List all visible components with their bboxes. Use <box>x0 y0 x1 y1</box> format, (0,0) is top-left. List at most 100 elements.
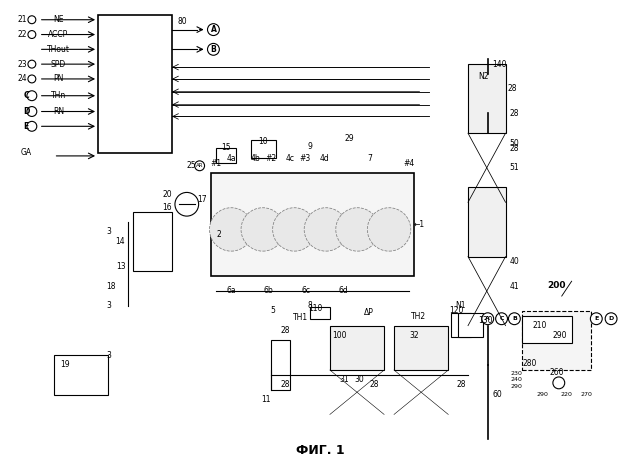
Circle shape <box>553 377 564 389</box>
Text: 20: 20 <box>163 190 172 199</box>
Text: 3: 3 <box>106 302 111 310</box>
Text: 4c: 4c <box>286 154 295 163</box>
Text: 210: 210 <box>532 321 547 330</box>
Text: 10: 10 <box>258 137 268 146</box>
Bar <box>211 173 413 276</box>
Bar <box>522 316 572 343</box>
Text: 50: 50 <box>509 139 519 148</box>
Text: 24: 24 <box>17 74 27 84</box>
Text: 130: 130 <box>478 316 492 325</box>
Text: 31: 31 <box>340 375 349 384</box>
Text: 29: 29 <box>345 134 355 143</box>
Text: AR: AR <box>196 163 204 168</box>
Text: 11: 11 <box>261 395 271 404</box>
Circle shape <box>209 208 253 251</box>
Circle shape <box>336 208 380 251</box>
Text: A: A <box>485 316 490 321</box>
Text: 30: 30 <box>355 375 364 384</box>
Text: #1: #1 <box>211 159 222 168</box>
Text: #3: #3 <box>300 154 311 163</box>
Text: SPD: SPD <box>51 60 66 69</box>
Text: THn: THn <box>51 91 66 100</box>
Text: C: C <box>499 316 504 321</box>
Text: 2: 2 <box>216 230 221 239</box>
Circle shape <box>28 60 36 68</box>
Text: 9: 9 <box>308 142 312 151</box>
Bar <box>310 307 330 319</box>
Text: GA: GA <box>20 148 31 157</box>
Text: 40: 40 <box>509 257 519 266</box>
Circle shape <box>27 91 36 101</box>
Text: 28: 28 <box>280 381 290 389</box>
Text: D: D <box>23 107 29 116</box>
Text: 4a: 4a <box>227 154 236 163</box>
Text: #4: #4 <box>403 159 415 168</box>
Bar <box>132 212 172 271</box>
Bar <box>394 325 448 370</box>
Text: 7: 7 <box>367 154 372 163</box>
Text: RN: RN <box>53 107 64 116</box>
Text: 110: 110 <box>308 304 323 313</box>
Bar <box>54 355 108 395</box>
Text: ΔP: ΔP <box>364 308 374 317</box>
Text: NE: NE <box>53 15 64 24</box>
Circle shape <box>367 208 411 251</box>
Text: 6a: 6a <box>227 286 236 295</box>
Circle shape <box>605 313 617 325</box>
Text: TH1: TH1 <box>292 313 308 322</box>
Text: 15: 15 <box>221 143 231 152</box>
Circle shape <box>175 192 198 216</box>
Bar <box>522 311 591 370</box>
Circle shape <box>207 24 220 35</box>
Text: 23: 23 <box>17 60 27 69</box>
Text: 3: 3 <box>106 227 111 236</box>
Circle shape <box>28 75 36 83</box>
Text: 28: 28 <box>509 109 519 118</box>
Text: B: B <box>211 45 216 54</box>
Bar <box>251 140 276 158</box>
Text: ACCP: ACCP <box>49 30 68 39</box>
Text: PN: PN <box>53 74 64 84</box>
Text: 8: 8 <box>308 301 312 310</box>
Text: 5: 5 <box>271 306 276 315</box>
Bar <box>216 148 236 163</box>
Text: A: A <box>211 25 216 34</box>
Circle shape <box>27 106 36 117</box>
Text: 290: 290 <box>552 331 566 340</box>
Text: 41: 41 <box>509 282 519 291</box>
Text: 290: 290 <box>536 392 548 397</box>
Circle shape <box>273 208 316 251</box>
Circle shape <box>241 208 284 251</box>
Text: ФИГ. 1: ФИГ. 1 <box>296 444 344 457</box>
Text: 220: 220 <box>561 392 573 397</box>
Text: TH2: TH2 <box>411 312 426 321</box>
Text: 260: 260 <box>550 368 564 376</box>
Text: 6c: 6c <box>301 286 310 295</box>
Text: 28: 28 <box>456 381 466 389</box>
Text: 22: 22 <box>17 30 27 39</box>
Text: 51: 51 <box>509 163 519 172</box>
Text: 4d: 4d <box>320 154 330 163</box>
Text: E: E <box>23 122 29 131</box>
Text: 240: 240 <box>511 377 522 382</box>
Bar <box>468 187 506 257</box>
Circle shape <box>28 31 36 39</box>
Bar <box>98 15 172 153</box>
Bar <box>330 325 384 370</box>
Text: THout: THout <box>47 45 70 54</box>
Text: 32: 32 <box>409 330 419 340</box>
Text: 3: 3 <box>106 351 111 360</box>
Text: 60: 60 <box>493 390 502 399</box>
Text: 28: 28 <box>508 84 517 93</box>
Text: 290: 290 <box>511 384 522 389</box>
Circle shape <box>207 44 220 55</box>
Text: ←1: ←1 <box>413 220 425 229</box>
Circle shape <box>195 161 205 171</box>
Text: 18: 18 <box>106 282 116 291</box>
Text: 17: 17 <box>198 196 207 204</box>
Circle shape <box>508 313 520 325</box>
Text: N2: N2 <box>478 73 488 81</box>
Text: 28: 28 <box>280 326 290 335</box>
Circle shape <box>28 16 36 24</box>
Text: 200: 200 <box>548 281 566 290</box>
